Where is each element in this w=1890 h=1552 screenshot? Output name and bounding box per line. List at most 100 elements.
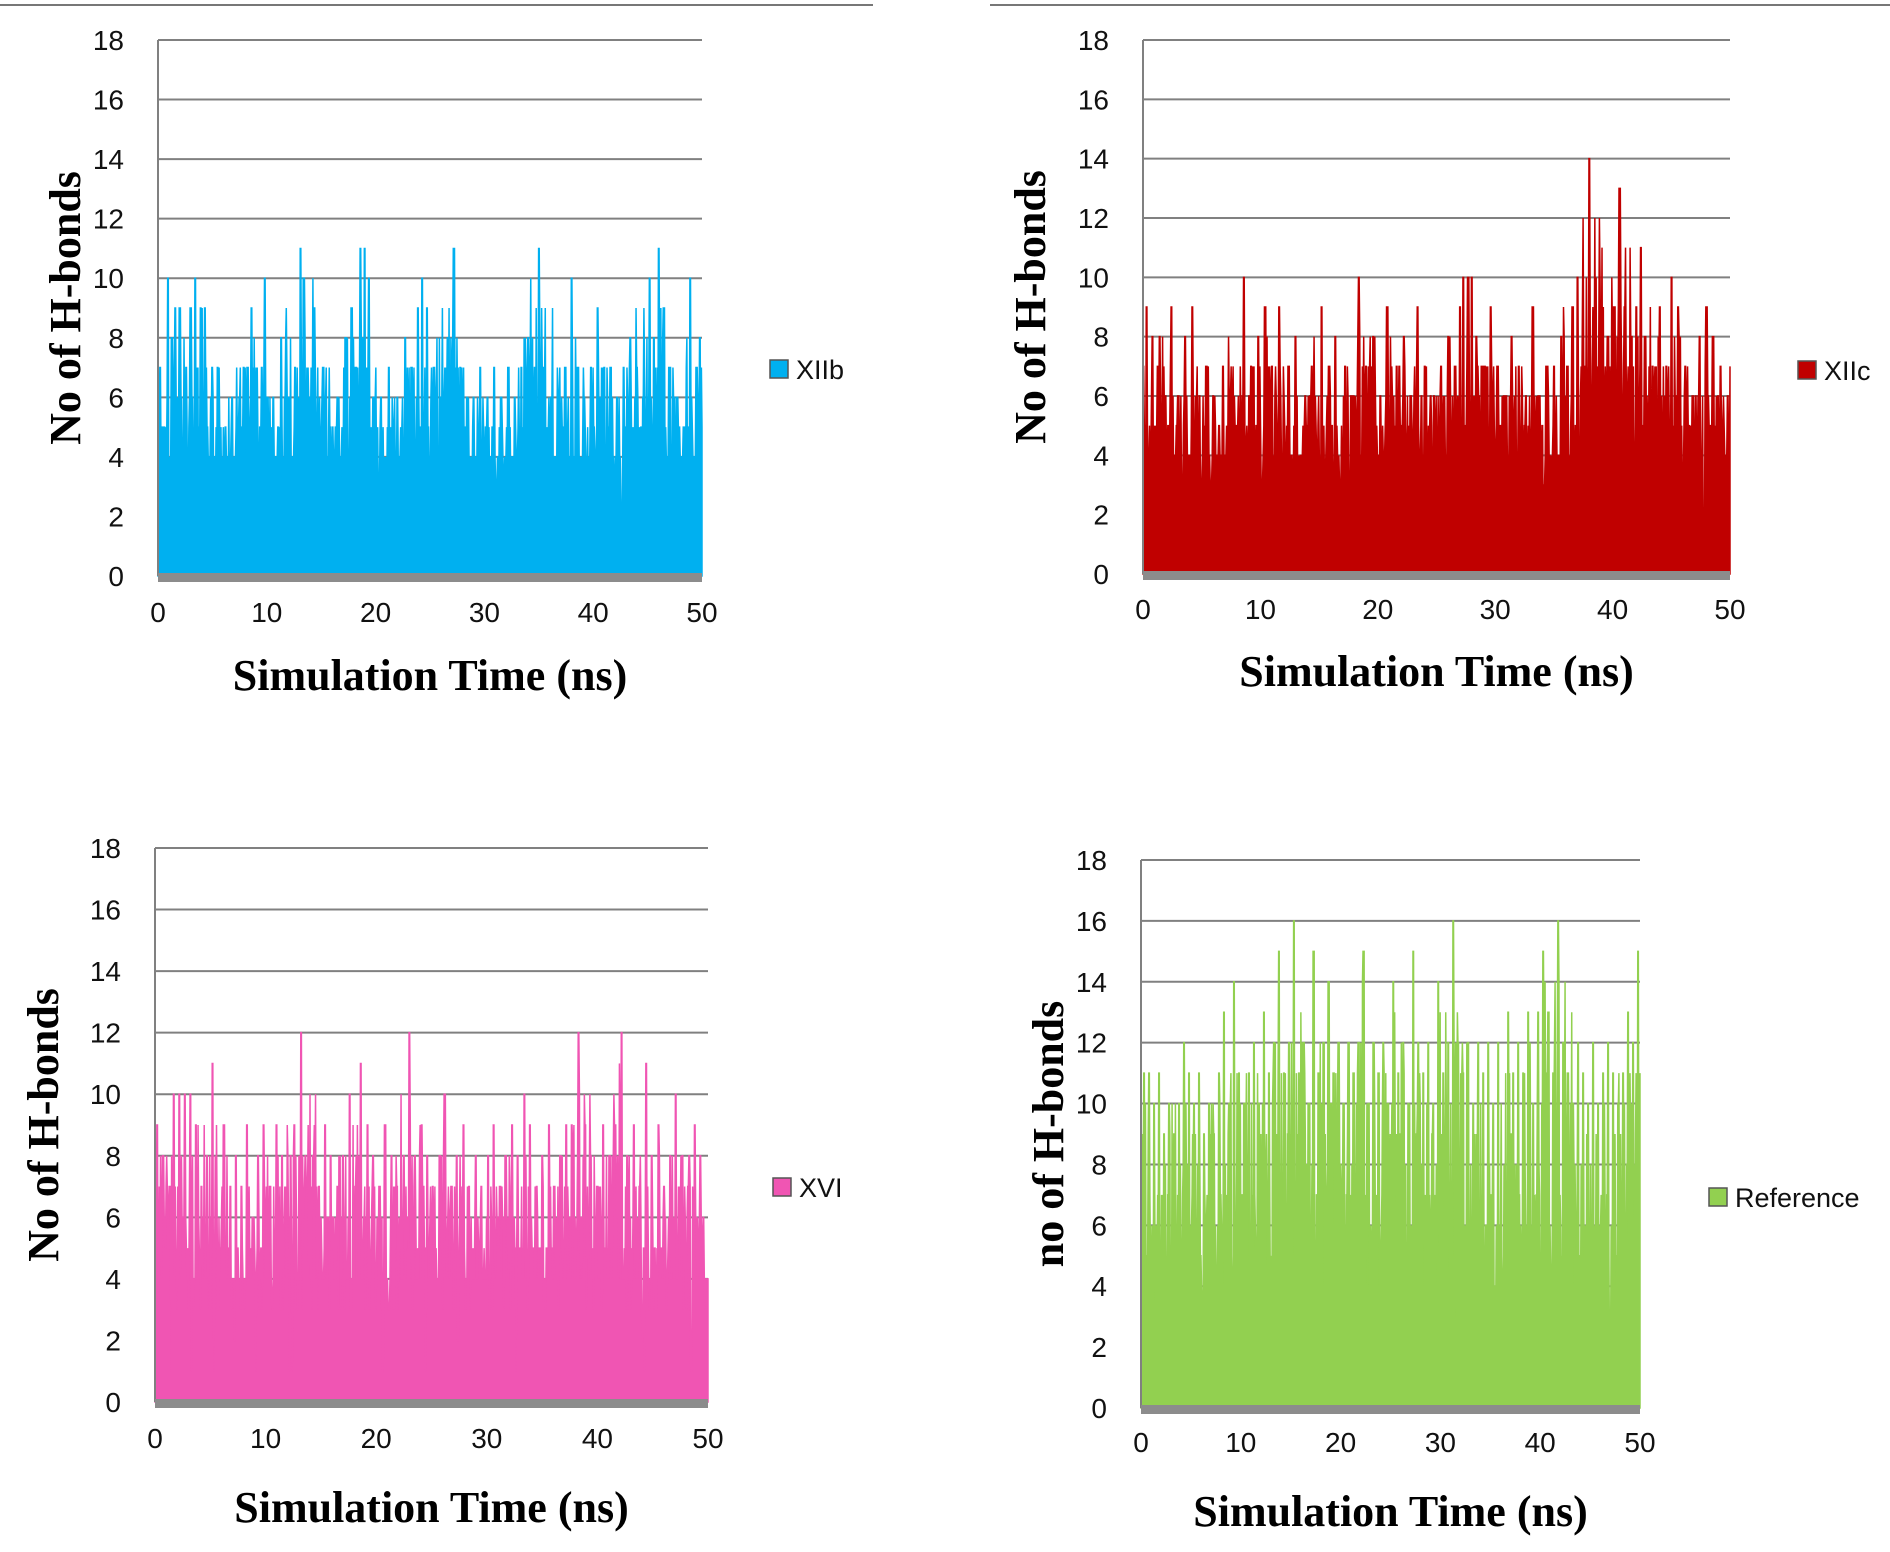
legend-swatch xyxy=(769,359,789,379)
x-tick-label: 50 xyxy=(1624,1427,1655,1458)
series-area-path xyxy=(1140,920,1641,1409)
y-tick-label: 12 xyxy=(93,204,124,235)
y-tick-label: 16 xyxy=(1076,906,1107,937)
x-tick-label: 0 xyxy=(147,1423,163,1454)
y-tick-label: 6 xyxy=(108,382,124,413)
x-tick-label: 10 xyxy=(250,1423,281,1454)
y-tick-label: 2 xyxy=(1091,1332,1107,1363)
y-tick-label: 0 xyxy=(108,561,124,592)
x-tick-labels: 0 10 20 30 40 50 xyxy=(150,597,717,628)
y-tick-label: 2 xyxy=(108,501,124,532)
axes xyxy=(154,848,708,1408)
x-tick-label: 0 xyxy=(1135,594,1151,625)
y-tick-labels: 0 2 4 6 8 10 12 14 16 18 xyxy=(1078,25,1109,590)
y-tick-label: 4 xyxy=(1093,440,1109,471)
y-tick-label: 12 xyxy=(1078,203,1109,234)
series-area-path xyxy=(1142,157,1731,575)
x-axis-title: Simulation Time (ns) xyxy=(1239,647,1633,696)
y-tick-label: 12 xyxy=(90,1018,121,1049)
y-axis-title: No of H-bonds xyxy=(1006,170,1055,444)
x-axis-title: Simulation Time (ns) xyxy=(234,1483,628,1532)
y-tick-label: 4 xyxy=(1091,1271,1107,1302)
x-tick-label: 10 xyxy=(1225,1427,1256,1458)
x-tick-labels: 0 10 20 30 40 50 xyxy=(1133,1427,1655,1458)
y-axis-title: no of H-bonds xyxy=(1024,1001,1073,1268)
y-tick-label: 14 xyxy=(90,956,121,987)
legend-swatch xyxy=(772,1177,792,1197)
x-tick-labels: 0 10 20 30 40 50 xyxy=(1135,594,1745,625)
x-tick-label: 20 xyxy=(1362,594,1393,625)
x-tick-label: 50 xyxy=(1714,594,1745,625)
x-tick-label: 40 xyxy=(578,597,609,628)
chart-panel-xvi: 0 2 4 6 8 10 12 14 16 18 0 10 20 30 40 50 Simulation T… xyxy=(19,833,843,1532)
y-tick-label: 10 xyxy=(1076,1089,1107,1120)
legend-label: Reference xyxy=(1735,1183,1860,1213)
axes xyxy=(1140,860,1640,1414)
y-tick-label: 16 xyxy=(93,85,124,116)
y-tick-label: 8 xyxy=(1093,322,1109,353)
y-tick-label: 2 xyxy=(105,1325,121,1356)
chart-panel-reference: 0 2 4 6 8 10 12 14 16 18 0 10 20 30 40 50 Simulation T… xyxy=(1024,845,1860,1536)
y-tick-label: 18 xyxy=(93,25,124,56)
y-tick-label: 10 xyxy=(90,1079,121,1110)
legend-label: XIIb xyxy=(796,355,844,385)
x-tick-label: 50 xyxy=(686,597,717,628)
y-tick-label: 10 xyxy=(93,263,124,294)
series-area xyxy=(157,247,703,577)
y-axis-title: No of H-bonds xyxy=(19,988,68,1262)
x-axis-baseline xyxy=(1141,1405,1640,1414)
x-axis-title: Simulation Time (ns) xyxy=(1193,1487,1587,1536)
y-tick-label: 18 xyxy=(1076,845,1107,876)
x-tick-label: 0 xyxy=(1133,1427,1149,1458)
y-tick-label: 16 xyxy=(90,895,121,926)
y-tick-label: 12 xyxy=(1076,1028,1107,1059)
y-tick-label: 18 xyxy=(1078,25,1109,56)
y-tick-label: 0 xyxy=(105,1387,121,1418)
y-tick-label: 0 xyxy=(1093,559,1109,590)
y-tick-label: 14 xyxy=(1078,144,1109,175)
x-axis-baseline xyxy=(158,573,702,582)
y-tick-label: 18 xyxy=(90,833,121,864)
chart-panel-xiic: 0 2 4 6 8 10 12 14 16 18 0 10 20 30 40 50 Simulation T… xyxy=(1006,25,1871,696)
x-tick-label: 0 xyxy=(150,597,166,628)
x-tick-label: 10 xyxy=(251,597,282,628)
axes xyxy=(1142,40,1730,580)
x-axis-baseline xyxy=(155,1399,708,1408)
y-tick-label: 8 xyxy=(108,323,124,354)
y-tick-label: 14 xyxy=(93,144,124,175)
x-tick-labels: 0 10 20 30 40 50 xyxy=(147,1423,723,1454)
x-tick-label: 20 xyxy=(1325,1427,1356,1458)
y-tick-label: 0 xyxy=(1091,1393,1107,1424)
x-tick-label: 20 xyxy=(360,597,391,628)
chart-panel-xiib: 0 2 4 6 8 10 12 14 16 18 0 10 20 30 40 50 Simulation T… xyxy=(41,25,844,700)
y-tick-label: 6 xyxy=(1091,1210,1107,1241)
y-tick-label: 8 xyxy=(1091,1149,1107,1180)
x-tick-label: 10 xyxy=(1245,594,1276,625)
series-area xyxy=(154,1031,709,1403)
legend-swatch xyxy=(1797,360,1817,380)
y-tick-labels: 0 2 4 6 8 10 12 14 16 18 xyxy=(1076,845,1107,1424)
y-tick-label: 16 xyxy=(1078,84,1109,115)
x-axis-title: Simulation Time (ns) xyxy=(233,651,627,700)
y-tick-label: 4 xyxy=(105,1264,121,1295)
x-tick-label: 30 xyxy=(1480,594,1511,625)
x-tick-label: 40 xyxy=(1525,1427,1556,1458)
x-tick-label: 40 xyxy=(1597,594,1628,625)
x-tick-label: 30 xyxy=(471,1423,502,1454)
x-tick-label: 40 xyxy=(582,1423,613,1454)
x-tick-label: 30 xyxy=(469,597,500,628)
legend-label: XIIc xyxy=(1824,356,1871,386)
legend-label: XVI xyxy=(799,1173,843,1203)
x-tick-label: 50 xyxy=(692,1423,723,1454)
y-tick-label: 6 xyxy=(1093,381,1109,412)
y-tick-label: 4 xyxy=(108,442,124,473)
y-tick-label: 10 xyxy=(1078,262,1109,293)
series-area-path xyxy=(154,1031,709,1403)
x-tick-label: 30 xyxy=(1425,1427,1456,1458)
series-area xyxy=(1142,157,1731,575)
y-tick-label: 2 xyxy=(1093,500,1109,531)
y-tick-label: 14 xyxy=(1076,967,1107,998)
series-area-path xyxy=(157,247,703,577)
y-tick-labels: 0 2 4 6 8 10 12 14 16 18 xyxy=(90,833,121,1418)
